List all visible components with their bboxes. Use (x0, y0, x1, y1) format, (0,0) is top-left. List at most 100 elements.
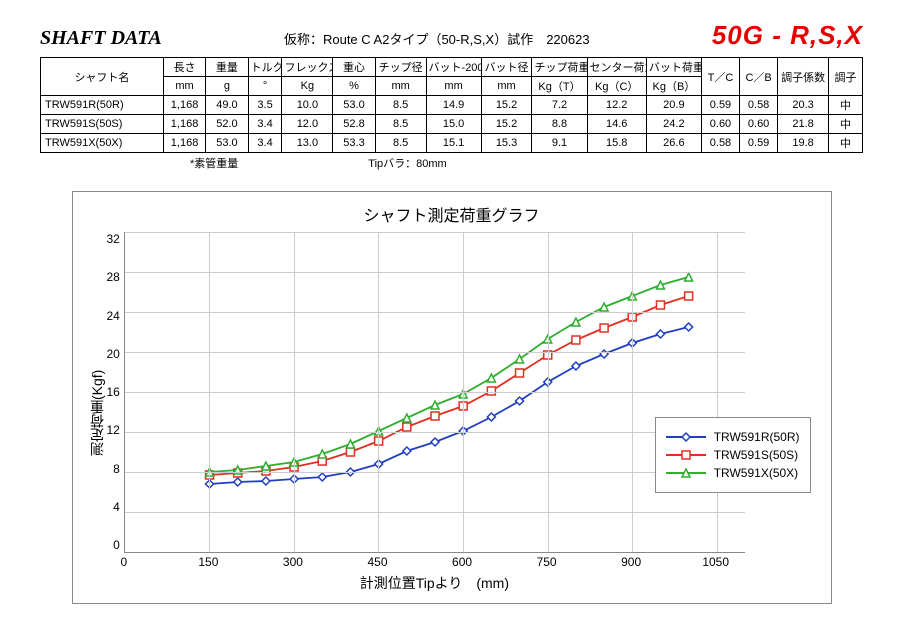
series-marker (684, 273, 692, 281)
series-marker (684, 292, 692, 300)
y-axis-label: 測定荷重(Kgf) (83, 232, 107, 593)
cell: 7.2 (532, 96, 587, 115)
page-subtitle: 仮称：Route C A2タイプ（50-R,S,X）試作 220623 (284, 29, 590, 48)
col-header: バット-200 (426, 58, 481, 77)
cell: 53.3 (333, 134, 375, 153)
series-marker (656, 330, 664, 338)
col-header: C／B (740, 58, 778, 96)
x-tick: 750 (537, 555, 557, 569)
col-header: 調子係数 (778, 58, 829, 96)
chart-legend: TRW591R(50R) TRW591S(50S) TRW591X(50X) (655, 417, 811, 493)
y-tick: 0 (107, 538, 120, 552)
series-marker (431, 438, 439, 446)
cell: TRW591X(50X) (41, 134, 164, 153)
series-marker (572, 318, 580, 326)
x-axis-label: 計測位置Tipより (mm) (124, 573, 745, 593)
footnote-weight: *素管重量 (190, 155, 238, 171)
x-tick: 450 (367, 555, 387, 569)
series-marker (346, 448, 354, 456)
cell: 中 (829, 115, 863, 134)
legend-label: TRW591R(50R) (714, 430, 800, 444)
cell: 0.59 (701, 96, 739, 115)
col-unit: mm (426, 77, 481, 96)
table-footnotes: *素管重量 Tipバラ：80mm (40, 155, 863, 171)
model-badge: 50G - R,S,X (712, 20, 863, 51)
cell: 中 (829, 96, 863, 115)
cell: 0.60 (740, 115, 778, 134)
cell: 12.0 (282, 115, 333, 134)
col-header: フレックス値 (282, 58, 333, 77)
series-marker (262, 477, 270, 485)
col-unit: ° (248, 77, 282, 96)
cell: 8.8 (532, 115, 587, 134)
cell: 14.6 (587, 115, 646, 134)
col-header: センター荷重 (587, 58, 646, 77)
shaft-data-table: シャフト名長さ重量トルクフレックス値重心チップ径バット-200バット径チップ荷重… (40, 57, 863, 153)
series-marker (515, 369, 523, 377)
y-tick: 28 (107, 270, 120, 284)
series-marker (403, 414, 411, 422)
y-tick: 24 (107, 309, 120, 323)
cell: 53.0 (333, 96, 375, 115)
series-marker (262, 462, 270, 470)
cell: 13.0 (282, 134, 333, 153)
cell: 15.3 (481, 134, 532, 153)
series-marker (572, 336, 580, 344)
y-tick: 32 (107, 232, 120, 246)
series-marker (431, 412, 439, 420)
cell: 20.9 (646, 96, 701, 115)
x-tick: 600 (452, 555, 472, 569)
col-header: チップ荷重 (532, 58, 587, 77)
col-header: トルク (248, 58, 282, 77)
table-row: TRW591X(50X)1,16853.03.413.053.38.515.11… (41, 134, 863, 153)
cell: 12.2 (587, 96, 646, 115)
series-marker (656, 281, 664, 289)
plot-area (124, 232, 745, 553)
col-header: T／C (701, 58, 739, 96)
series-marker (346, 440, 354, 448)
cell: 15.2 (481, 115, 532, 134)
cell: 1,168 (163, 96, 205, 115)
cell: 19.8 (778, 134, 829, 153)
legend-label: TRW591X(50X) (714, 466, 798, 480)
x-tick: 0 (121, 555, 128, 569)
cell: 24.2 (646, 115, 701, 134)
cell: TRW591S(50S) (41, 115, 164, 134)
legend-label: TRW591S(50S) (714, 448, 798, 462)
x-tick: 300 (283, 555, 303, 569)
y-tick: 12 (107, 423, 120, 437)
cell: 中 (829, 134, 863, 153)
chart-title: シャフト測定荷重グラフ (83, 202, 821, 226)
cell: 15.1 (426, 134, 481, 153)
cell: 21.8 (778, 115, 829, 134)
legend-item: TRW591X(50X) (666, 466, 800, 480)
cell: 0.58 (701, 134, 739, 153)
series-marker (600, 324, 608, 332)
series-marker (318, 473, 326, 481)
cell: 3.5 (248, 96, 282, 115)
cell: 8.5 (375, 134, 426, 153)
cell: 49.0 (206, 96, 248, 115)
col-header: 長さ (163, 58, 205, 77)
series-line (209, 277, 688, 472)
col-unit: Kg (282, 77, 333, 96)
cell: 3.4 (248, 134, 282, 153)
series-marker (487, 387, 495, 395)
series-marker (572, 362, 580, 370)
cell: 52.0 (206, 115, 248, 134)
cell: 20.3 (778, 96, 829, 115)
series-marker (656, 301, 664, 309)
cell: 10.0 (282, 96, 333, 115)
cell: 0.60 (701, 115, 739, 134)
col-header: 重心 (333, 58, 375, 77)
x-tick: 1050 (702, 555, 729, 569)
col-header: 調子 (829, 58, 863, 96)
col-unit: g (206, 77, 248, 96)
col-unit: Kg（T） (532, 77, 587, 96)
page-header: SHAFT DATA 仮称：Route C A2タイプ（50-R,S,X）試作 … (40, 20, 863, 51)
series-marker (684, 323, 692, 331)
cell: 3.4 (248, 115, 282, 134)
col-header: バット径 (481, 58, 532, 77)
table-row: TRW591S(50S)1,16852.03.412.052.88.515.01… (41, 115, 863, 134)
col-unit: Kg（B） (646, 77, 701, 96)
